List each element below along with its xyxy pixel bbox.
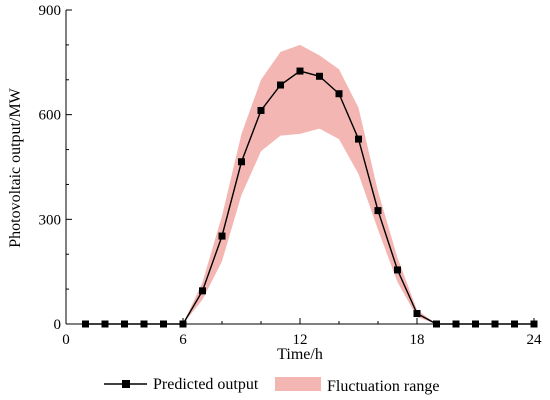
x-tick-label: 18 [410, 332, 425, 348]
predicted-output-point [238, 158, 245, 166]
predicted-output-point [472, 320, 479, 328]
predicted-output-point [179, 320, 187, 328]
predicted-output-point [101, 320, 109, 328]
predicted-output-point [121, 320, 128, 328]
legend: Predicted output Fluctuation range [104, 376, 439, 395]
predicted-output-point [374, 207, 382, 215]
predicted-output-point [257, 106, 265, 114]
predicted-output-point [218, 232, 226, 240]
x-tick-label: 24 [527, 332, 543, 348]
y-tick-label: 0 [54, 317, 62, 333]
predicted-output-point [433, 320, 440, 328]
predicted-output-point [413, 310, 421, 318]
y-tick-label: 300 [39, 212, 62, 228]
predicted-output-point [530, 320, 538, 328]
x-tick-label: 12 [293, 332, 308, 348]
fluctuation-band [183, 44, 437, 325]
predicted-output-point [491, 320, 499, 328]
predicted-output-point [277, 81, 284, 89]
predicted-output-point [355, 135, 362, 143]
predicted-output-point [296, 67, 304, 75]
predicted-output-point [511, 320, 518, 328]
predicted-output-point [452, 320, 460, 328]
predicted-output-point [335, 90, 343, 98]
predicted-output-point [316, 72, 323, 80]
legend-predicted-label: Predicted output [153, 376, 259, 393]
predicted-output-point [160, 320, 167, 328]
predicted-output-point [82, 320, 89, 328]
predicted-output-point [140, 320, 148, 328]
legend-predicted-marker [122, 380, 130, 388]
x-tick-label: 0 [62, 332, 70, 348]
y-tick-label: 900 [39, 3, 62, 19]
x-tick-label: 6 [179, 332, 187, 348]
y-axis-label: Photovoltaic output/MW [7, 87, 24, 247]
y-tick-label: 600 [39, 108, 62, 124]
predicted-output-point [394, 266, 401, 274]
legend-band-label: Fluctuation range [327, 378, 439, 395]
fluctuation-band-layer [183, 44, 437, 325]
legend-band-swatch [275, 377, 321, 391]
x-axis-label: Time/h [277, 346, 323, 363]
predicted-series-layer [82, 67, 538, 328]
predicted-output-point [199, 287, 206, 295]
